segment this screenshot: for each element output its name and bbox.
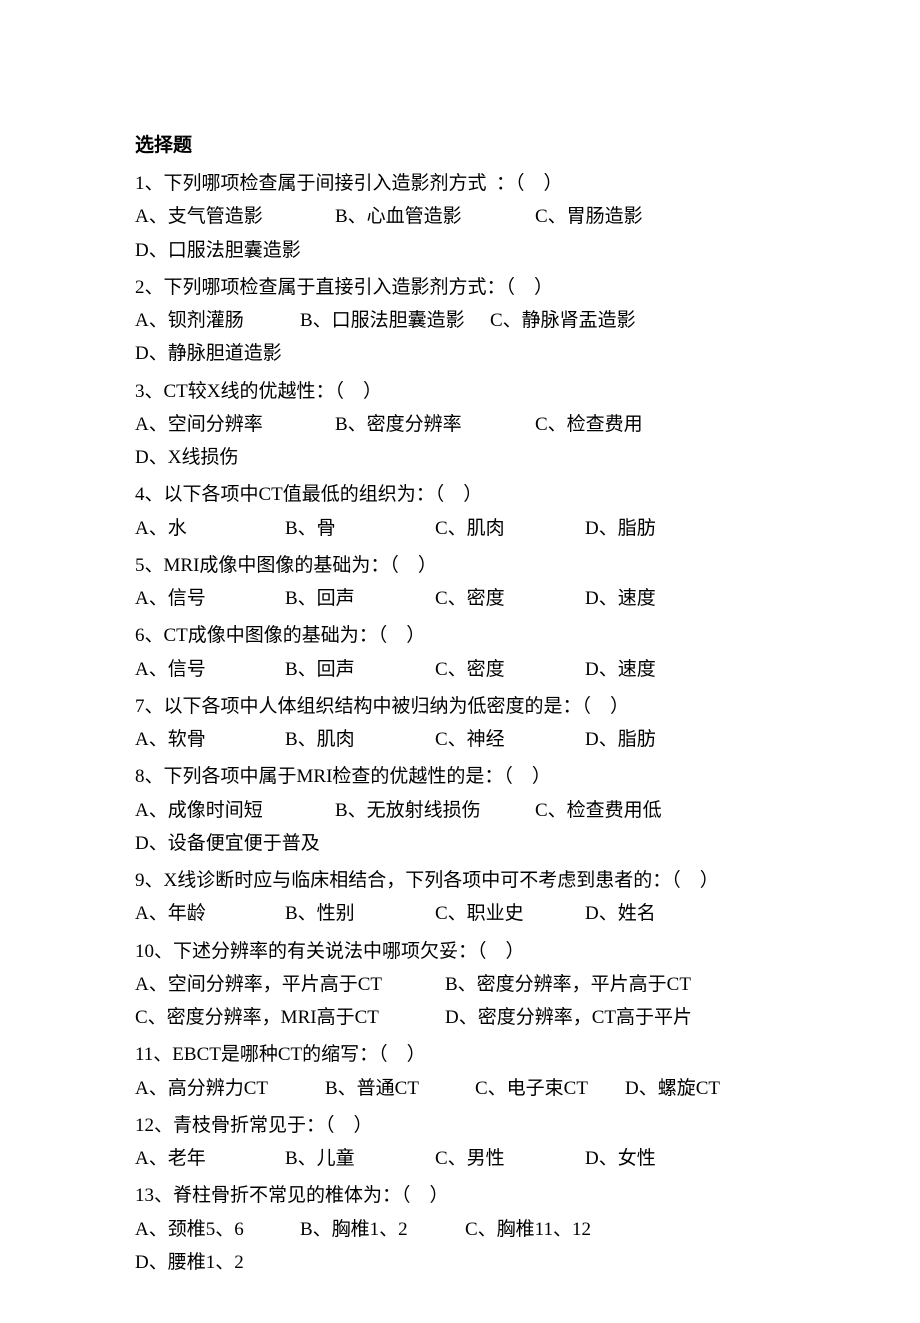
option-item: A、钡剂灌肠 xyxy=(135,304,300,337)
option-item: D、女性 xyxy=(585,1142,735,1175)
questions-container: 1、下列哪项检查属于间接引入造影剂方式 ：（ ）A、支气管造影B、心血管造影C、… xyxy=(135,167,785,1279)
question-block: 2、下列哪项检查属于直接引入造影剂方式：（ ）A、钡剂灌肠B、口服法胆囊造影C、… xyxy=(135,271,785,371)
option-item: D、X线损伤 xyxy=(135,441,335,474)
option-item: B、回声 xyxy=(285,653,435,686)
option-item: D、速度 xyxy=(585,653,735,686)
question-block: 1、下列哪项检查属于间接引入造影剂方式 ：（ ）A、支气管造影B、心血管造影C、… xyxy=(135,167,785,267)
option-item: C、静脉肾盂造影 xyxy=(490,304,690,337)
options-row: A、空间分辨率B、密度分辨率C、检查费用 xyxy=(135,408,785,441)
question-stem: 12、青枝骨折常见于：（ ） xyxy=(135,1109,785,1142)
options-row: A、信号B、回声C、密度D、速度 xyxy=(135,653,785,686)
option-item: C、密度 xyxy=(435,653,585,686)
option-item: C、肌肉 xyxy=(435,512,585,545)
question-block: 3、CT较X线的优越性：（ ）A、空间分辨率B、密度分辨率C、检查费用D、X线损… xyxy=(135,375,785,475)
question-block: 13、脊柱骨折不常见的椎体为：（ ）A、颈椎5、6B、胸椎1、2C、胸椎11、1… xyxy=(135,1179,785,1279)
question-stem: 10、下述分辨率的有关说法中哪项欠妥：（ ） xyxy=(135,935,785,968)
option-item: C、神经 xyxy=(435,723,585,756)
option-item: C、检查费用 xyxy=(535,408,735,441)
option-item: B、心血管造影 xyxy=(335,200,535,233)
option-item: A、水 xyxy=(135,512,285,545)
question-block: 7、以下各项中人体组织结构中被归纳为低密度的是：（ ）A、软骨B、肌肉C、神经D… xyxy=(135,690,785,757)
options-row: A、颈椎5、6B、胸椎1、2C、胸椎11、12 D、腰椎1、2 xyxy=(135,1213,785,1280)
options-row: A、成像时间短B、无放射线损伤C、检查费用低 xyxy=(135,794,785,827)
option-item: C、男性 xyxy=(435,1142,585,1175)
option-item: C、职业史 xyxy=(435,897,585,930)
options-row: A、支气管造影B、心血管造影C、胃肠造影 xyxy=(135,200,785,233)
option-item: D、脂肪 xyxy=(585,723,735,756)
options-row: A、信号B、回声C、密度D、速度 xyxy=(135,582,785,615)
option-item: C、电子束CT xyxy=(475,1072,625,1105)
option-item: B、骨 xyxy=(285,512,435,545)
option-item: D、设备便宜便于普及 xyxy=(135,827,335,860)
option-item: A、高分辨力CT xyxy=(135,1072,325,1105)
options-row: D、口服法胆囊造影 xyxy=(135,234,785,267)
option-item: A、支气管造影 xyxy=(135,200,335,233)
option-item: B、回声 xyxy=(285,582,435,615)
options-row: D、X线损伤 xyxy=(135,441,785,474)
option-item: C、胃肠造影 xyxy=(535,200,735,233)
option-item: B、密度分辨率 xyxy=(335,408,535,441)
question-stem: 5、MRI成像中图像的基础为：（ ） xyxy=(135,549,785,582)
option-item: D、姓名 xyxy=(585,897,735,930)
option-item: C、密度分辨率，MRI高于CT xyxy=(135,1001,445,1034)
option-item: B、无放射线损伤 xyxy=(335,794,535,827)
question-stem: 13、脊柱骨折不常见的椎体为：（ ） xyxy=(135,1179,785,1212)
option-item: D、脂肪 xyxy=(585,512,735,545)
option-item: A、软骨 xyxy=(135,723,285,756)
options-row: A、软骨B、肌肉C、神经D、脂肪 xyxy=(135,723,785,756)
question-stem: 1、下列哪项检查属于间接引入造影剂方式 ：（ ） xyxy=(135,167,785,200)
option-item: B、口服法胆囊造影 xyxy=(300,304,490,337)
option-item: B、性别 xyxy=(285,897,435,930)
options-row: A、老年B、儿童C、男性D、女性 xyxy=(135,1142,785,1175)
option-item: A、颈椎5、6 xyxy=(135,1213,300,1246)
option-item: A、信号 xyxy=(135,653,285,686)
question-stem: 8、下列各项中属于MRI检查的优越性的是：（ ） xyxy=(135,760,785,793)
question-stem: 4、以下各项中CT值最低的组织为：（ ） xyxy=(135,478,785,511)
question-block: 8、下列各项中属于MRI检查的优越性的是：（ ）A、成像时间短B、无放射线损伤C… xyxy=(135,760,785,860)
option-item: B、胸椎1、2 xyxy=(300,1213,465,1246)
option-item: C、密度 xyxy=(435,582,585,615)
option-item: D、速度 xyxy=(585,582,735,615)
option-item: A、年龄 xyxy=(135,897,285,930)
option-item: B、普通CT xyxy=(325,1072,475,1105)
option-item: D、腰椎1、2 xyxy=(135,1246,300,1279)
option-item: A、信号 xyxy=(135,582,285,615)
option-item: B、肌肉 xyxy=(285,723,435,756)
options-row: A、空间分辨率，平片高于CTB、密度分辨率，平片高于CT xyxy=(135,968,785,1001)
question-block: 6、CT成像中图像的基础为：（ ）A、信号B、回声C、密度D、速度 xyxy=(135,619,785,686)
option-item: C、胸椎11、12 xyxy=(465,1213,630,1246)
option-item: D、静脉胆道造影 xyxy=(135,337,335,370)
option-item: A、成像时间短 xyxy=(135,794,335,827)
option-item: B、密度分辨率，平片高于CT xyxy=(445,968,755,1001)
question-block: 10、下述分辨率的有关说法中哪项欠妥：（ ）A、空间分辨率，平片高于CTB、密度… xyxy=(135,935,785,1035)
question-stem: 7、以下各项中人体组织结构中被归纳为低密度的是：（ ） xyxy=(135,690,785,723)
option-item: A、空间分辨率，平片高于CT xyxy=(135,968,445,1001)
option-item: A、老年 xyxy=(135,1142,285,1175)
question-stem: 6、CT成像中图像的基础为：（ ） xyxy=(135,619,785,652)
question-stem: 9、X线诊断时应与临床相结合，下列各项中可不考虑到患者的：（ ） xyxy=(135,864,785,897)
question-stem: 11、EBCT是哪种CT的缩写：（ ） xyxy=(135,1038,785,1071)
question-block: 4、以下各项中CT值最低的组织为：（ ）A、水B、骨C、肌肉D、脂肪 xyxy=(135,478,785,545)
document-title: 选择题 xyxy=(135,130,785,157)
option-item: A、空间分辨率 xyxy=(135,408,335,441)
options-row: D、设备便宜便于普及 xyxy=(135,827,785,860)
options-row: C、密度分辨率，MRI高于CTD、密度分辨率，CT高于平片 xyxy=(135,1001,785,1034)
question-block: 9、X线诊断时应与临床相结合，下列各项中可不考虑到患者的：（ ）A、年龄B、性别… xyxy=(135,864,785,931)
question-block: 12、青枝骨折常见于：（ ）A、老年B、儿童C、男性D、女性 xyxy=(135,1109,785,1176)
options-row: A、水B、骨C、肌肉D、脂肪 xyxy=(135,512,785,545)
question-block: 11、EBCT是哪种CT的缩写：（ ）A、高分辨力CTB、普通CTC、电子束CT… xyxy=(135,1038,785,1105)
options-row: A、钡剂灌肠B、口服法胆囊造影C、静脉肾盂造影 xyxy=(135,304,785,337)
options-row: A、高分辨力CTB、普通CTC、电子束CTD、螺旋CT xyxy=(135,1072,785,1105)
question-stem: 2、下列哪项检查属于直接引入造影剂方式：（ ） xyxy=(135,271,785,304)
question-block: 5、MRI成像中图像的基础为：（ ）A、信号B、回声C、密度D、速度 xyxy=(135,549,785,616)
option-item: B、儿童 xyxy=(285,1142,435,1175)
option-item: D、密度分辨率，CT高于平片 xyxy=(445,1001,755,1034)
options-row: A、年龄B、性别C、职业史D、姓名 xyxy=(135,897,785,930)
option-item: C、检查费用低 xyxy=(535,794,735,827)
question-stem: 3、CT较X线的优越性：（ ） xyxy=(135,375,785,408)
options-row: D、静脉胆道造影 xyxy=(135,337,785,370)
option-item: D、螺旋CT xyxy=(625,1072,775,1105)
option-item: D、口服法胆囊造影 xyxy=(135,234,335,267)
